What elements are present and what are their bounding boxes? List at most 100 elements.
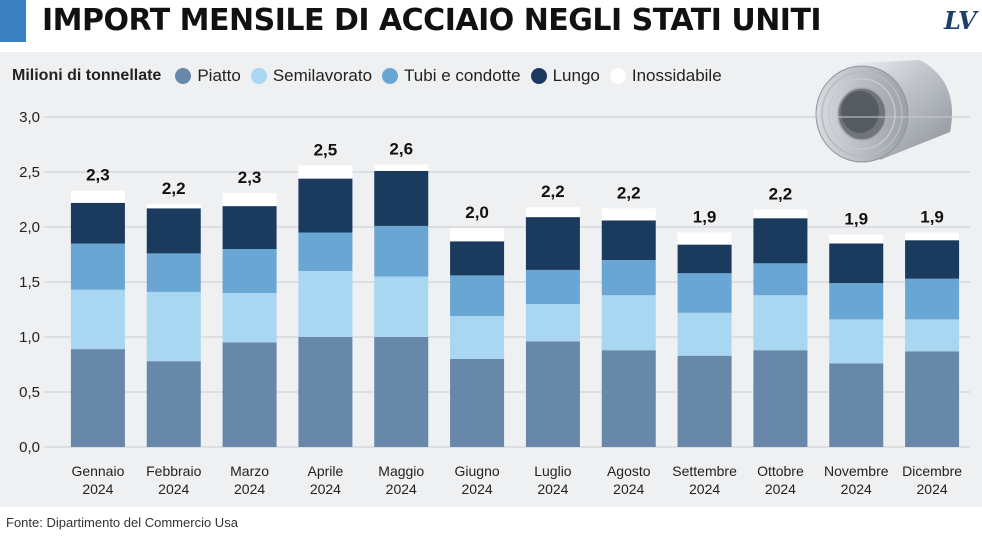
x-tick-label: 2024	[841, 481, 872, 497]
x-tick-label: 2024	[82, 481, 113, 497]
y-tick-label: 2,5	[19, 164, 40, 181]
bar-segment	[905, 278, 960, 320]
bar-segment	[298, 232, 353, 271]
bar-segment	[146, 253, 201, 292]
legend-item-semilavorato: Semilavorato	[250, 66, 373, 86]
bar-total-label: 2,2	[617, 183, 641, 202]
bar-segment	[829, 234, 884, 244]
x-tick-label: 2024	[234, 481, 265, 497]
steel-coil-image	[815, 60, 952, 163]
bar-segment	[70, 202, 125, 244]
x-tick-label: Gennaio	[71, 463, 124, 479]
x-tick-label: Marzo	[230, 463, 269, 479]
brand-logo: LV	[944, 6, 977, 35]
bar-segment	[601, 208, 656, 221]
bar-segment	[829, 363, 884, 447]
x-tick-label: Ottobre	[757, 463, 804, 479]
bar-segment	[905, 351, 960, 447]
bar-segment	[222, 249, 277, 293]
bar-segment	[601, 295, 656, 351]
y-tick-label: 3,0	[19, 109, 40, 126]
x-tick-label: Dicembre	[902, 463, 962, 479]
x-tick-label: 2024	[613, 481, 644, 497]
chart-title: IMPORT MENSILE DI ACCIAIO NEGLI STATI UN…	[42, 3, 822, 38]
bar-segment	[70, 243, 125, 290]
x-tick-label: 2024	[386, 481, 417, 497]
bar-segment	[905, 232, 960, 241]
x-tick-label: 2024	[310, 481, 341, 497]
bar-segment	[677, 312, 732, 356]
bar-segment	[905, 319, 960, 352]
x-tick-label: Settembre	[672, 463, 737, 479]
bar-segment	[298, 271, 353, 337]
bar-segment	[450, 316, 505, 359]
x-tick-label: 2024	[689, 481, 720, 497]
bar-total-label: 2,3	[86, 166, 110, 185]
bar-segment	[677, 355, 732, 447]
bar-segment	[829, 283, 884, 320]
legend-item-piatto: Piatto	[175, 66, 241, 86]
legend: Milioni di tonnellate Piatto Semilavorat…	[12, 64, 726, 88]
bar-segment	[298, 337, 353, 447]
bar-segment	[753, 209, 808, 219]
bar-segment	[70, 349, 125, 447]
bar-segment	[677, 232, 732, 245]
bar-segment	[829, 319, 884, 364]
bar-segment	[298, 165, 353, 179]
bar-total-label: 2,2	[162, 179, 186, 198]
y-tick-label: 1,0	[19, 329, 40, 346]
bar-segment	[70, 289, 125, 350]
bar-segment	[753, 295, 808, 351]
bar-segment	[677, 244, 732, 274]
x-tick-label: 2024	[158, 481, 189, 497]
legend-item-lungo: Lungo	[530, 66, 600, 86]
bar-segment	[146, 208, 201, 254]
bar-segment	[222, 293, 277, 343]
legend-swatch-semilavorato	[250, 68, 267, 84]
bar-segment	[374, 276, 429, 337]
bar-segment	[829, 243, 884, 284]
bar-segment	[450, 228, 505, 242]
legend-swatch-piatto	[175, 68, 192, 84]
legend-label-semilavorato: Semilavorato	[272, 66, 373, 85]
x-tick-label: Aprile	[308, 463, 344, 479]
legend-label-tubi: Tubi e condotte	[404, 66, 521, 85]
legend-title: Milioni di tonnellate	[12, 67, 162, 84]
bar-total-label: 2,6	[389, 139, 413, 158]
x-tick-label: Novembre	[824, 463, 889, 479]
x-tick-label: 2024	[462, 481, 493, 497]
x-tick-label: Luglio	[534, 463, 572, 479]
x-tick-label: 2024	[537, 481, 568, 497]
bar-segment	[298, 178, 353, 233]
bar-segment	[905, 240, 960, 279]
bar-total-label: 1,9	[693, 208, 717, 227]
bar-total-label: 2,5	[314, 140, 338, 159]
bar-segment	[753, 350, 808, 447]
bar-segment	[70, 190, 125, 203]
legend-item-inossidabile: Inossidabile	[609, 66, 722, 86]
bar-segment	[525, 341, 580, 447]
bar-segment	[601, 220, 656, 260]
bar-segment	[222, 192, 277, 207]
y-tick-label: 0,5	[19, 384, 40, 401]
bar-segment	[677, 273, 732, 313]
bar-segment	[222, 342, 277, 447]
bar-total-label: 2,0	[465, 203, 489, 222]
x-tick-label: 2024	[765, 481, 796, 497]
x-tick-label: Maggio	[378, 463, 424, 479]
bar-segment	[753, 263, 808, 296]
legend-label-piatto: Piatto	[197, 66, 241, 85]
x-tick-label: Agosto	[607, 463, 651, 479]
bar-total-label: 1,9	[920, 208, 944, 227]
bar-segment	[146, 361, 201, 447]
bar-segment	[146, 291, 201, 362]
legend-label-inossidabile: Inossidabile	[631, 66, 722, 85]
x-tick-label: Giugno	[455, 463, 500, 479]
legend-item-tubi: Tubi e condotte	[382, 66, 521, 86]
bar-total-label: 2,3	[238, 168, 262, 187]
bar-segment	[525, 269, 580, 304]
bar-segment	[146, 203, 201, 209]
legend-swatch-tubi	[382, 68, 399, 84]
bar-total-label: 1,9	[844, 210, 868, 229]
